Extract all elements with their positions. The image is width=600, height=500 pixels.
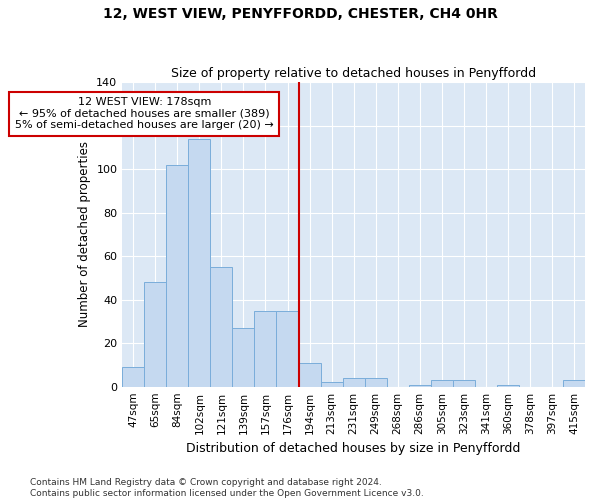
- Bar: [166, 164, 188, 386]
- Bar: [232, 328, 254, 386]
- Title: Size of property relative to detached houses in Penyffordd: Size of property relative to detached ho…: [171, 66, 536, 80]
- Bar: [453, 380, 475, 386]
- Text: 12 WEST VIEW: 178sqm
← 95% of detached houses are smaller (389)
5% of semi-detac: 12 WEST VIEW: 178sqm ← 95% of detached h…: [15, 98, 274, 130]
- Y-axis label: Number of detached properties: Number of detached properties: [77, 142, 91, 328]
- Bar: [431, 380, 453, 386]
- Bar: [299, 362, 320, 386]
- Bar: [277, 310, 299, 386]
- Bar: [188, 138, 211, 386]
- Bar: [254, 310, 277, 386]
- Bar: [122, 367, 144, 386]
- Text: Contains HM Land Registry data © Crown copyright and database right 2024.
Contai: Contains HM Land Registry data © Crown c…: [30, 478, 424, 498]
- Bar: [144, 282, 166, 387]
- Bar: [365, 378, 386, 386]
- Bar: [497, 384, 519, 386]
- X-axis label: Distribution of detached houses by size in Penyffordd: Distribution of detached houses by size …: [187, 442, 521, 455]
- Bar: [563, 380, 585, 386]
- Bar: [320, 382, 343, 386]
- Bar: [409, 384, 431, 386]
- Text: 12, WEST VIEW, PENYFFORDD, CHESTER, CH4 0HR: 12, WEST VIEW, PENYFFORDD, CHESTER, CH4 …: [103, 8, 497, 22]
- Bar: [211, 267, 232, 386]
- Bar: [343, 378, 365, 386]
